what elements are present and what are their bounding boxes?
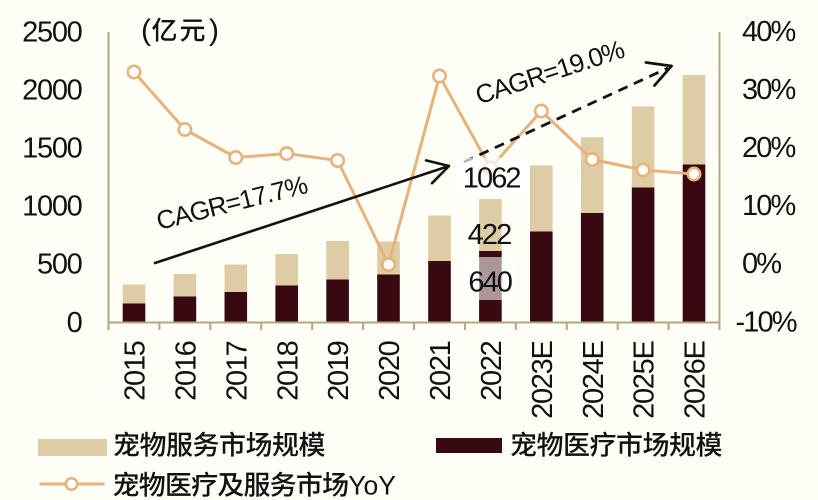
svg-text:2025E: 2025E	[629, 341, 661, 419]
svg-text:1062: 1062	[463, 163, 521, 195]
svg-text:2020: 2020	[374, 341, 406, 400]
svg-text:2019: 2019	[323, 341, 355, 400]
svg-text:500: 500	[37, 249, 82, 281]
svg-text:1000: 1000	[22, 191, 81, 223]
svg-text:2021: 2021	[425, 341, 457, 400]
svg-text:0%: 0%	[742, 248, 781, 280]
svg-text:2000: 2000	[22, 74, 81, 106]
svg-text:0: 0	[67, 307, 82, 339]
svg-text:2023E: 2023E	[527, 341, 559, 419]
svg-text:-10%: -10%	[736, 306, 797, 338]
svg-text:(: (	[141, 14, 151, 47]
svg-text:2016: 2016	[171, 341, 203, 400]
svg-text:2022: 2022	[476, 341, 508, 400]
svg-text:640: 640	[468, 266, 511, 298]
svg-text:1500: 1500	[22, 133, 81, 165]
svg-text:2026E: 2026E	[680, 341, 712, 419]
svg-text:2015: 2015	[120, 341, 152, 400]
svg-text:): )	[209, 14, 219, 47]
svg-text:YoY: YoY	[348, 471, 396, 500]
svg-text:10%: 10%	[742, 190, 795, 222]
svg-text:30%: 30%	[742, 74, 795, 106]
svg-text:2500: 2500	[22, 16, 81, 48]
svg-text:2024E: 2024E	[578, 341, 610, 419]
svg-text:422: 422	[468, 219, 511, 251]
svg-text:20%: 20%	[742, 132, 795, 164]
svg-text:2018: 2018	[272, 341, 304, 400]
svg-text:40%: 40%	[742, 16, 795, 48]
svg-text:2017: 2017	[221, 341, 253, 400]
